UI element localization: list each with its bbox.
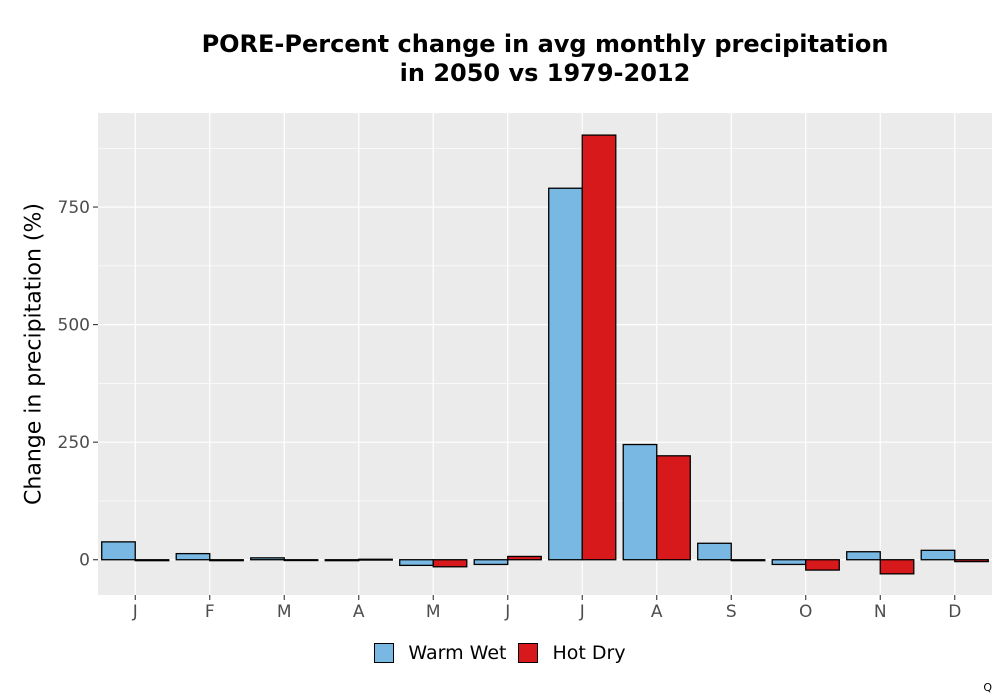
legend-swatch-warm-wet xyxy=(374,643,395,663)
bar-warm-wet-2 xyxy=(250,557,285,561)
bar-hot-dry-2 xyxy=(283,559,319,562)
x-tick-label: F xyxy=(205,602,215,622)
bar-hot-dry-11 xyxy=(954,559,989,563)
bar-hot-dry-9 xyxy=(805,559,840,571)
minor-gridlines xyxy=(98,147,992,502)
x-tick-label: D xyxy=(948,602,961,622)
bar-warm-wet-9 xyxy=(771,559,807,566)
bar-warm-wet-4 xyxy=(399,559,434,567)
bar-hot-dry-1 xyxy=(209,559,244,562)
bar-hot-dry-8 xyxy=(730,559,766,562)
x-tick-label: J xyxy=(132,602,138,622)
bar-warm-wet-11 xyxy=(920,549,956,561)
legend-label-hot-dry: Hot Dry xyxy=(552,642,626,664)
x-tick-label: S xyxy=(726,602,737,622)
bar-warm-wet-8 xyxy=(697,542,732,561)
x-tick-label: A xyxy=(353,602,365,622)
footnote: Q xyxy=(983,681,992,694)
legend-swatch-hot-dry xyxy=(518,643,539,663)
y-tick-label: 250 xyxy=(58,433,90,453)
bar-warm-wet-10 xyxy=(846,551,881,561)
chart-title-line-1: PORE-Percent change in avg monthly preci… xyxy=(201,30,889,58)
bar-warm-wet-3 xyxy=(324,559,360,562)
bar-hot-dry-3 xyxy=(358,558,393,561)
x-tick-label: O xyxy=(799,602,812,622)
x-tick-label: M xyxy=(426,602,441,622)
bar-hot-dry-0 xyxy=(134,559,170,562)
legend-label-warm-wet: Warm Wet xyxy=(408,642,507,664)
bar-warm-wet-0 xyxy=(101,541,136,561)
x-tick-label: J xyxy=(504,602,510,622)
bar-warm-wet-6 xyxy=(548,187,583,561)
bar-hot-dry-7 xyxy=(656,455,691,561)
x-tick-label: N xyxy=(874,602,887,622)
chart-title: PORE-Percent change in avg monthly preci… xyxy=(98,30,992,88)
legend-item-warm-wet: Warm Wet xyxy=(374,642,506,664)
bar-hot-dry-6 xyxy=(581,134,617,561)
chart-title-line-2: in 2050 vs 1979-2012 xyxy=(399,59,691,87)
y-tick-label: 500 xyxy=(58,316,90,336)
legend: Warm Wet Hot Dry xyxy=(0,642,1000,664)
x-tick-label: J xyxy=(579,602,585,622)
bar-warm-wet-7 xyxy=(622,443,658,561)
y-axis: 0 250 500 750 xyxy=(58,198,98,571)
y-tick-label: 0 xyxy=(79,551,90,571)
x-tick-label: M xyxy=(277,602,292,622)
legend-item-hot-dry: Hot Dry xyxy=(518,642,626,664)
plot-panel xyxy=(98,113,992,595)
bar-warm-wet-1 xyxy=(175,552,211,561)
bar-warm-wet-5 xyxy=(473,559,509,566)
x-tick-label: A xyxy=(651,602,663,622)
bars xyxy=(101,134,989,575)
bar-hot-dry-10 xyxy=(879,559,915,575)
bar-hot-dry-5 xyxy=(507,555,542,561)
bar-hot-dry-4 xyxy=(432,559,468,568)
y-tick-label: 750 xyxy=(58,198,90,218)
